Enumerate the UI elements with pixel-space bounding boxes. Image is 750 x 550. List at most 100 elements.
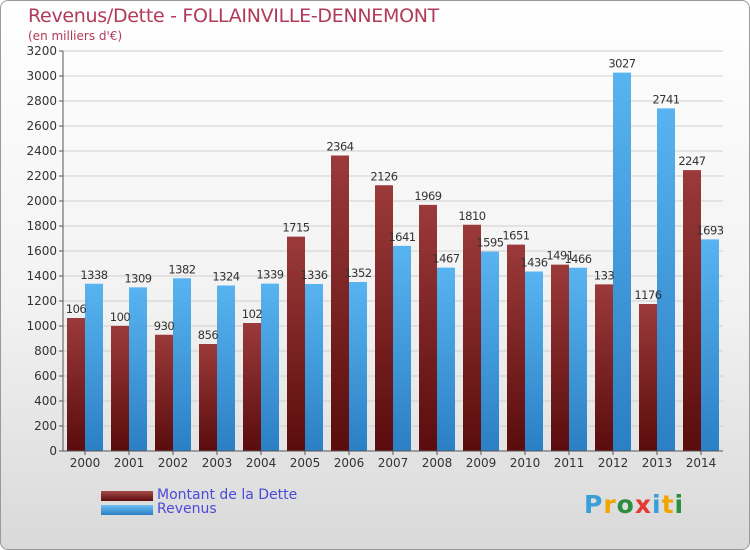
bar-revenus <box>657 108 675 451</box>
bar-revenus <box>437 267 455 451</box>
data-label-revenus: 1436 <box>520 256 547 270</box>
chart-subtitle: (en milliers d'€) <box>28 29 123 43</box>
bar-debt <box>507 244 525 451</box>
y-tick-label: 2800 <box>26 94 57 108</box>
x-tick-label: 2003 <box>202 456 233 470</box>
x-tick-label: 2001 <box>114 456 145 470</box>
y-tick-label: 3200 <box>26 44 57 58</box>
bar-debt <box>287 236 305 451</box>
x-tick-label: 2009 <box>466 456 497 470</box>
legend-swatch-debt <box>101 491 153 501</box>
bar-debt <box>419 204 437 451</box>
data-label-debt: 2126 <box>370 169 397 183</box>
bar-revenus <box>305 284 323 451</box>
data-label-debt: 106 <box>66 302 87 316</box>
data-label-revenus: 1309 <box>124 271 151 285</box>
y-tick-label: 2400 <box>26 144 57 158</box>
x-tick-label: 2010 <box>510 456 541 470</box>
logo-letter: o <box>616 490 635 519</box>
y-tick-label: 200 <box>34 419 57 433</box>
bar-debt <box>331 155 349 451</box>
x-tick-label: 2012 <box>598 456 629 470</box>
y-tick-label: 2200 <box>26 169 57 183</box>
x-tick-label: 2013 <box>642 456 673 470</box>
chart-title: Revenus/Dette - FOLLAINVILLE-DENNEMONT <box>28 5 439 27</box>
legend-swatch-revenus <box>101 505 153 515</box>
y-tick-label: 1200 <box>26 294 57 308</box>
x-tick-label: 2006 <box>334 456 365 470</box>
data-label-revenus: 1467 <box>432 252 459 266</box>
data-label-revenus: 1466 <box>564 252 591 266</box>
bar-revenus <box>569 267 587 451</box>
bar-debt <box>639 304 657 451</box>
bar-revenus <box>349 282 367 451</box>
data-label-revenus: 1382 <box>168 262 195 276</box>
data-label-debt: 2364 <box>326 140 353 154</box>
data-label-debt: 1651 <box>502 229 529 243</box>
x-tick-label: 2005 <box>290 456 321 470</box>
x-tick-label: 2000 <box>70 456 101 470</box>
data-label-debt: 2247 <box>678 154 705 168</box>
logo-letter: P <box>584 490 604 519</box>
data-label-debt: 1969 <box>414 189 441 203</box>
data-label-revenus: 1352 <box>344 266 371 280</box>
y-tick-label: 400 <box>34 394 57 408</box>
y-tick-label: 0 <box>49 444 57 458</box>
bar-revenus <box>481 251 499 451</box>
bar-revenus <box>129 287 147 451</box>
data-label-debt: 1810 <box>458 209 485 223</box>
y-tick-label: 600 <box>34 369 57 383</box>
y-tick-label: 1600 <box>26 244 57 258</box>
bar-debt <box>375 185 393 451</box>
legend-label-revenus: Revenus <box>157 501 217 517</box>
data-label-debt: 133 <box>594 268 615 282</box>
logo-letter: r <box>603 490 617 519</box>
data-label-revenus: 1641 <box>388 230 415 244</box>
proxiti-logo: Proxiti <box>584 490 684 519</box>
bar-debt <box>111 325 129 451</box>
y-tick-label: 1000 <box>26 319 57 333</box>
x-tick-label: 2007 <box>378 456 409 470</box>
bar-revenus <box>261 283 279 451</box>
data-label-debt: 1176 <box>634 288 661 302</box>
x-tick-label: 2004 <box>246 456 277 470</box>
bar-debt <box>199 344 217 451</box>
bar-debt <box>243 323 261 451</box>
logo-letter: i <box>674 490 685 519</box>
bar-revenus <box>173 278 191 451</box>
data-label-debt: 1491 <box>546 249 573 263</box>
bar-debt <box>551 264 569 451</box>
x-tick-label: 2008 <box>422 456 453 470</box>
data-label-revenus: 1693 <box>696 223 723 237</box>
y-tick-label: 3000 <box>26 69 57 83</box>
y-tick-label: 1400 <box>26 269 57 283</box>
x-tick-label: 2002 <box>158 456 189 470</box>
bar-debt <box>595 284 613 451</box>
bar-revenus <box>217 285 235 451</box>
bar-revenus <box>525 271 543 451</box>
data-label-revenus: 1338 <box>80 268 107 282</box>
y-tick-label: 1800 <box>26 219 57 233</box>
bar-debt <box>155 334 173 451</box>
y-tick-label: 2000 <box>26 194 57 208</box>
data-label-revenus: 3027 <box>608 57 635 71</box>
data-label-revenus: 2741 <box>652 92 679 106</box>
bar-debt <box>463 224 481 451</box>
data-label-revenus: 1324 <box>212 270 239 284</box>
data-label-debt: 1715 <box>282 221 309 235</box>
bar-revenus <box>613 72 631 451</box>
legend-label-debt: Montant de la Dette <box>157 487 298 503</box>
bar-revenus <box>85 283 103 451</box>
y-tick-label: 800 <box>34 344 57 358</box>
y-tick-label: 2600 <box>26 119 57 133</box>
data-label-debt: 100 <box>110 310 131 324</box>
x-tick-label: 2011 <box>554 456 585 470</box>
logo-letter: x <box>634 490 652 519</box>
bar-revenus <box>393 245 411 451</box>
logo-letter: t <box>661 490 675 519</box>
data-label-revenus: 1336 <box>300 268 327 282</box>
bar-revenus <box>701 239 719 451</box>
bar-debt <box>67 318 85 451</box>
